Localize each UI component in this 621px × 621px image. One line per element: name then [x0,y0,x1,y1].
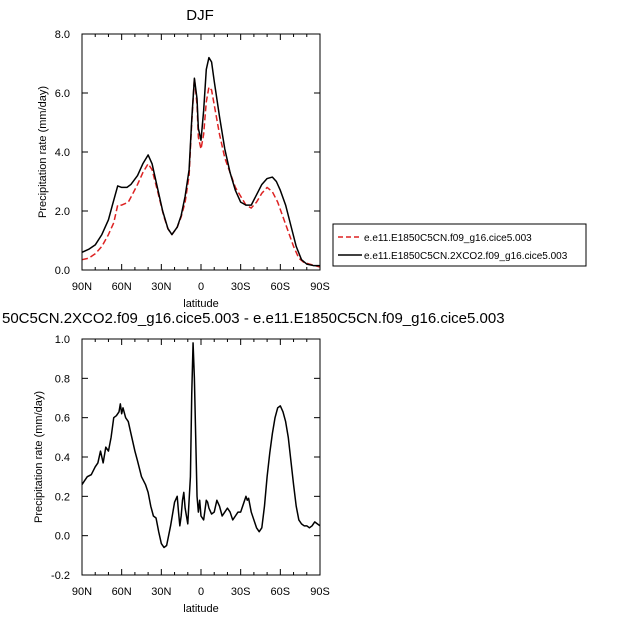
top-x-tick-label: 0 [198,281,204,293]
top-plot-frame [81,33,321,271]
top-y-tick-label: 4.0 [55,147,70,159]
bottom-x-tick-label: 0 [198,586,204,598]
legend: e.e11.E1850C5CN.f09_g16.cice5.003 e.e11.… [332,223,587,267]
bottom-x-tick-label: 60S [271,586,291,598]
legend-label-2xco2: e.e11.E1850C5CN.2XCO2.f09_g16.cice5.003 [364,251,568,262]
bottom-chart-title: 50C5CN.2XCO2.f09_g16.cice5.003 - e.e11.E… [2,310,505,327]
top-x-tick-label: 60S [271,281,291,293]
top-chart-title: DJF [186,7,214,24]
bottom-x-tick-label: 90N [72,586,92,598]
top-y-axis-label: Precipitation rate (mm/day) [37,86,49,218]
bottom-x-tick-label: 90S [310,586,330,598]
top-y-tick-label: 2.0 [55,206,70,218]
top-y-tick-label: 6.0 [55,88,70,100]
bottom-y-tick-label: 0.8 [55,373,70,385]
bottom-x-tick-label: 30N [151,586,171,598]
bottom-y-tick-label: 0.0 [55,531,70,543]
top-x-tick-label: 90N [72,281,92,293]
top-y-tick-label: 8.0 [55,29,70,41]
bottom-y-tick-label: 0.6 [55,413,70,425]
bottom-y-axis-label: Precipitation rate (mm/day) [33,391,45,523]
bottom-y-tick-label: -0.2 [51,570,70,582]
top-y-tick-label: 0.0 [55,265,70,277]
bottom-y-tick-label: 0.4 [55,452,70,464]
bottom-x-axis-label: latitude [183,603,218,615]
bottom-series-line-0 [81,342,321,549]
top-series-line-0 [81,77,321,268]
legend-box [332,223,587,267]
bottom-x-tick-label: 30S [231,586,251,598]
bottom-y-tick-label: 0.2 [55,491,70,503]
top-panel: DJF Precipitation rate (mm/day) latitude… [37,7,330,310]
top-x-tick-label: 30N [151,281,171,293]
bottom-panel: 50C5CN.2XCO2.f09_g16.cice5.003 - e.e11.E… [2,310,505,615]
legend-label-control: e.e11.E1850C5CN.f09_g16.cice5.003 [364,233,532,244]
bottom-plot-frame [81,338,321,576]
bottom-y-tick-label: 1.0 [55,334,70,346]
top-x-tick-label: 60N [112,281,132,293]
top-series-line-1 [81,56,320,267]
top-x-axis-label: latitude [183,298,218,310]
top-x-tick-label: 30S [231,281,251,293]
top-x-tick-label: 90S [310,281,330,293]
bottom-x-tick-label: 60N [112,586,132,598]
